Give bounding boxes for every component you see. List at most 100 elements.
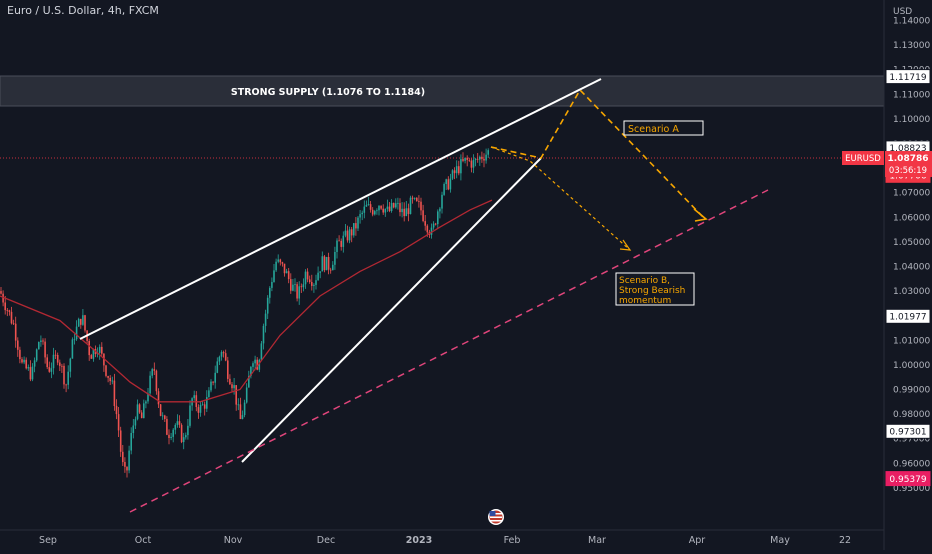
candle-body — [0, 291, 2, 294]
candle-body — [113, 380, 116, 406]
candle-body — [119, 430, 122, 452]
candle-body — [189, 405, 191, 426]
candle-body — [323, 256, 326, 271]
candle-body — [302, 284, 305, 288]
candle-body — [401, 208, 403, 213]
candle-body — [424, 221, 426, 226]
candle-body — [203, 404, 206, 409]
scenario-a-box — [623, 120, 704, 136]
candle-body — [210, 381, 212, 391]
candle-body — [294, 284, 296, 285]
time-axis[interactable]: Sep Oct Nov Dec 2023 Feb Mar Apr May 22 — [39, 535, 851, 546]
candle-body — [264, 313, 267, 326]
candle-body — [124, 462, 126, 467]
candle-body — [201, 404, 204, 406]
candle-body — [487, 150, 489, 155]
candle-body — [147, 393, 149, 402]
candle-body — [453, 170, 456, 174]
candle-body — [470, 160, 473, 168]
candle-body — [233, 385, 235, 389]
candle-body — [92, 349, 95, 359]
candle-body — [413, 198, 416, 199]
candle-body — [258, 359, 261, 370]
candle-body — [426, 225, 429, 233]
candle-body — [161, 415, 164, 417]
candle-body — [164, 415, 166, 419]
scenario-a-label: Scenario A — [628, 124, 679, 135]
candle-body — [170, 436, 172, 438]
candle-body — [304, 271, 307, 285]
candle-body — [420, 201, 422, 211]
candle-body — [193, 395, 195, 399]
candle-body — [466, 157, 468, 160]
candle-body — [56, 355, 59, 363]
candle-body — [283, 263, 286, 274]
candle-body — [462, 159, 464, 161]
axis-price-label-text: 1.11719 — [889, 73, 926, 83]
candle-body — [355, 223, 357, 229]
candle-body — [298, 286, 300, 299]
axis-price-label: 0.95379 — [885, 471, 931, 487]
candle-body — [319, 271, 321, 273]
axis-price-label-text: 0.97301 — [889, 428, 926, 438]
time-tick-label: Feb — [504, 535, 521, 546]
candle-body — [88, 341, 90, 356]
candle-body — [197, 407, 200, 413]
candle-body — [50, 368, 53, 372]
current-price-badge — [885, 151, 932, 177]
candle-body — [371, 209, 374, 215]
candle-body — [136, 404, 139, 420]
candle-body — [229, 378, 231, 385]
candle-body — [380, 205, 382, 209]
candle-body — [327, 257, 330, 270]
candle-body — [239, 404, 242, 419]
candle-body — [199, 405, 202, 413]
candle-body — [67, 371, 69, 385]
candle-body — [321, 256, 324, 272]
candle-body — [54, 354, 57, 356]
candle-body — [206, 397, 208, 409]
price-tick-label: 0.97000 — [893, 435, 930, 445]
candle-body — [292, 284, 294, 291]
candle-body — [361, 212, 363, 215]
us-flag-event-icon[interactable] — [488, 509, 504, 525]
candle-body — [386, 206, 389, 209]
price-tick-label: 1.06000 — [893, 213, 930, 223]
candle-body — [376, 210, 378, 212]
axis-price-label: 1.01977 — [885, 308, 931, 324]
candle-body — [178, 421, 181, 425]
candle-body — [342, 235, 345, 247]
candle-body — [367, 204, 370, 205]
candle-body — [346, 230, 349, 241]
price-tick-label: 1.10000 — [893, 115, 930, 125]
candle-body — [84, 315, 86, 331]
candle-body — [180, 424, 183, 443]
candle-body — [44, 341, 46, 358]
price-tick-label: 0.96000 — [893, 459, 930, 469]
candle-body — [25, 359, 27, 369]
candle-body — [40, 340, 42, 342]
time-tick-label: Apr — [689, 535, 706, 546]
candle-body — [344, 230, 347, 236]
chart-title: Euro / U.S. Dollar, 4h, FXCM — [7, 4, 159, 17]
candle-body — [395, 203, 397, 208]
candle-body — [266, 297, 269, 314]
candle-body — [21, 359, 23, 363]
candle-body — [59, 362, 61, 366]
candle-body — [155, 370, 158, 392]
candle-body — [243, 402, 246, 416]
candle-body — [111, 380, 114, 382]
candle-body — [237, 404, 240, 406]
candle-body — [218, 356, 221, 362]
candle-body — [273, 270, 275, 282]
time-tick-label: Oct — [135, 535, 152, 546]
candle-body — [315, 280, 317, 285]
candle-body — [271, 282, 273, 288]
candle-body — [46, 357, 48, 368]
price-axis[interactable]: 1.140001.130001.120001.110001.100001.090… — [893, 17, 930, 494]
time-tick-label: Nov — [224, 535, 243, 546]
candle-body — [485, 154, 487, 161]
price-tick-label: 0.99000 — [893, 386, 930, 396]
